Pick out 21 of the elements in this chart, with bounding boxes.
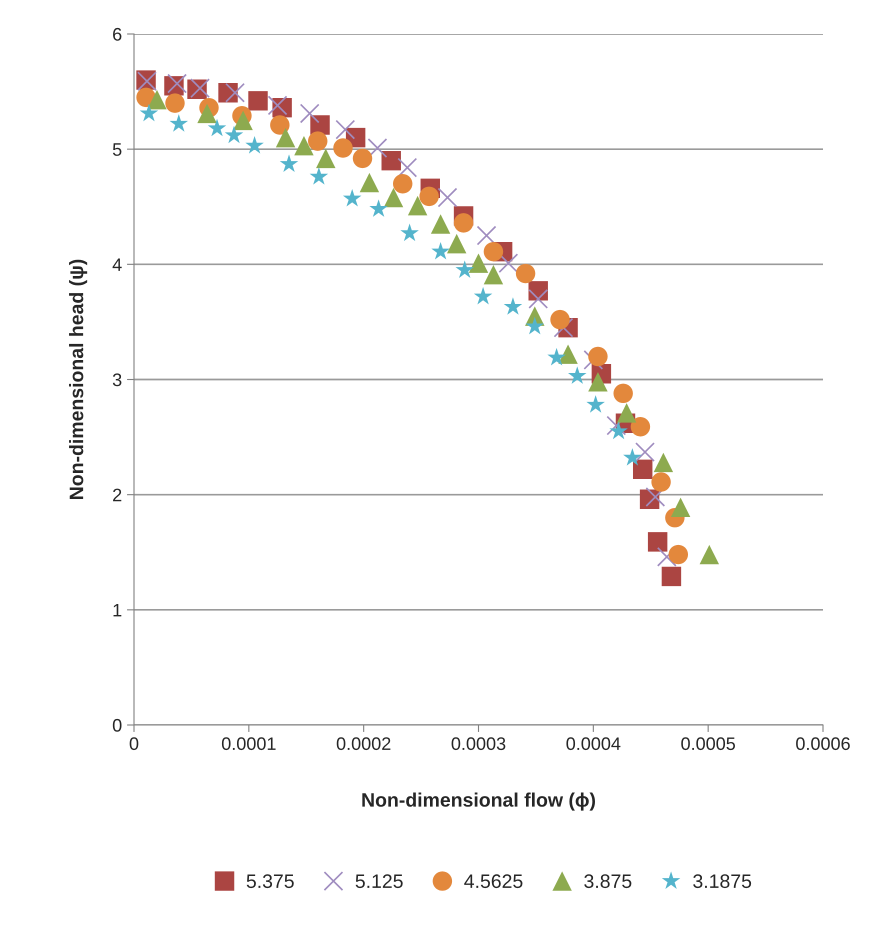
y-tick-label: 4 [112, 258, 122, 271]
x-tick-label: 0.0006 [796, 737, 850, 750]
y-tick-label: 2 [113, 488, 122, 502]
x-tick-label: 0.0001 [222, 737, 276, 750]
legend-label: 3.875 [584, 874, 632, 888]
x-tick-label: 0.0003 [452, 737, 506, 750]
legend-label: 5.125 [356, 874, 403, 888]
legend-label: 5.375 [246, 874, 294, 888]
y-tick-label: 6 [113, 28, 122, 41]
x-tick-label: 0.0002 [336, 737, 390, 750]
y-tick-label: 5 [112, 143, 122, 156]
y-axis-title: Non-dimensional head (ψ) [69, 260, 88, 499]
y-tick-label: 1 [114, 604, 122, 616]
y-tick-label: 3 [112, 373, 122, 386]
x-axis-title: Non-dimensional flow (ϕ) [362, 792, 596, 811]
legend-label: 4.5625 [464, 874, 522, 888]
legend-label: 3.1875 [693, 874, 752, 888]
x-tick-label: 0.0005 [681, 737, 736, 750]
x-tick-label: 0.0004 [566, 737, 620, 750]
y-tick-label: 0 [112, 718, 122, 732]
x-tick-label: 0 [130, 737, 138, 750]
